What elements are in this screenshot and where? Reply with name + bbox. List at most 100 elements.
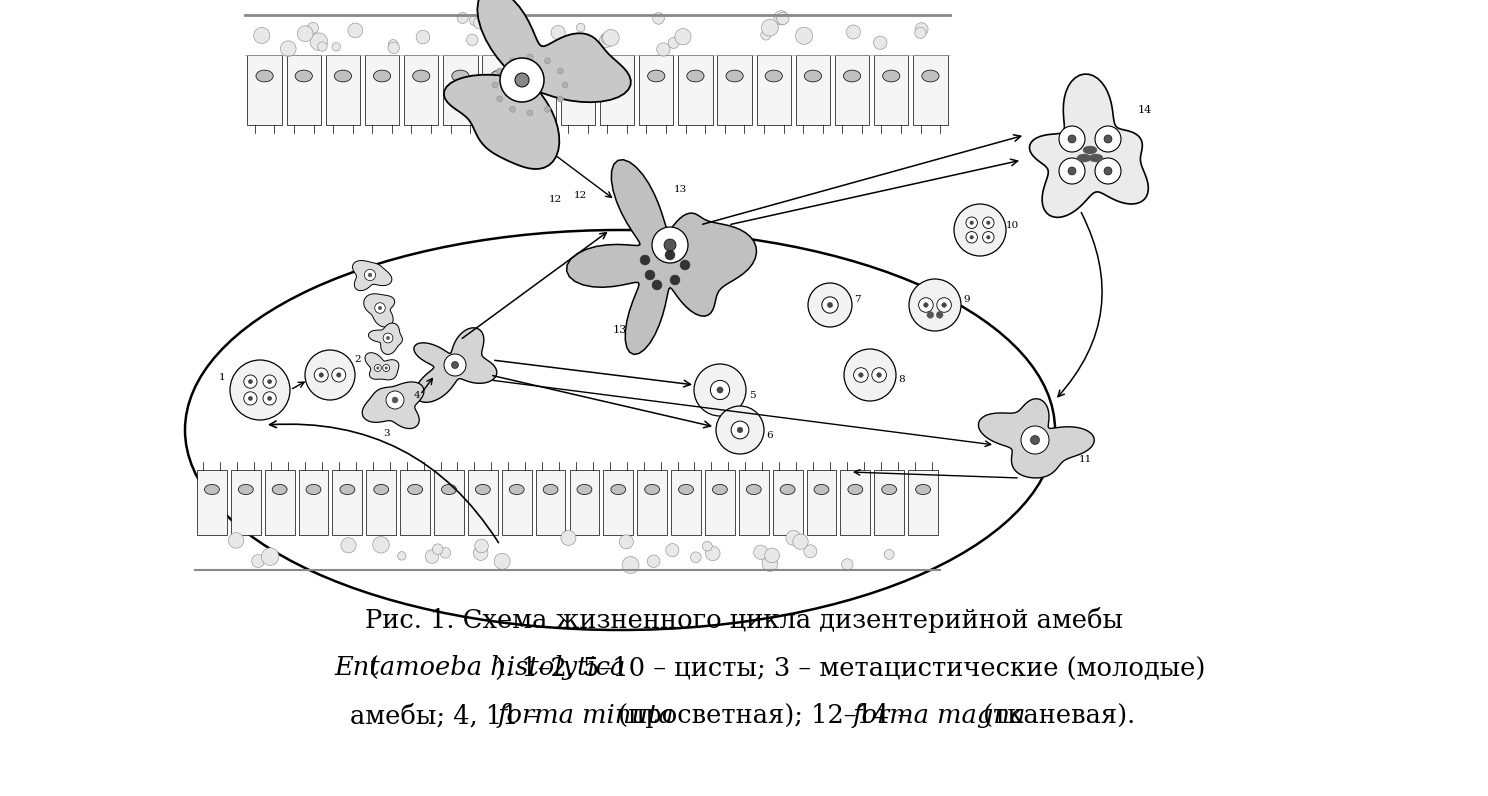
- Bar: [756, 55, 792, 125]
- Text: амебы; 4, 11 –: амебы; 4, 11 –: [350, 704, 548, 728]
- Ellipse shape: [762, 556, 778, 572]
- Ellipse shape: [966, 232, 978, 243]
- Text: 8: 8: [899, 376, 905, 384]
- Ellipse shape: [873, 36, 887, 49]
- Ellipse shape: [676, 29, 690, 45]
- Ellipse shape: [268, 396, 272, 400]
- Ellipse shape: [859, 373, 863, 377]
- Ellipse shape: [248, 396, 253, 400]
- Bar: [265, 470, 295, 535]
- Polygon shape: [979, 399, 1094, 478]
- Ellipse shape: [251, 555, 265, 568]
- Bar: [679, 55, 713, 125]
- Ellipse shape: [348, 23, 363, 38]
- Ellipse shape: [777, 12, 789, 25]
- Ellipse shape: [280, 41, 296, 57]
- Bar: [501, 470, 531, 535]
- Bar: [536, 470, 565, 535]
- Bar: [365, 55, 399, 125]
- Ellipse shape: [670, 275, 680, 285]
- Ellipse shape: [848, 485, 863, 494]
- Text: 1: 1: [219, 373, 225, 383]
- Ellipse shape: [307, 485, 321, 494]
- Ellipse shape: [375, 302, 385, 314]
- Ellipse shape: [765, 548, 780, 563]
- Polygon shape: [363, 294, 394, 327]
- Text: (просветная); 12–14 –: (просветная); 12–14 –: [610, 704, 918, 728]
- Bar: [405, 55, 439, 125]
- Bar: [806, 470, 836, 535]
- Ellipse shape: [854, 368, 868, 382]
- Ellipse shape: [726, 70, 743, 82]
- Ellipse shape: [373, 70, 391, 82]
- Bar: [671, 470, 701, 535]
- Ellipse shape: [942, 302, 946, 307]
- Ellipse shape: [263, 375, 277, 388]
- Ellipse shape: [332, 368, 345, 382]
- Ellipse shape: [562, 82, 568, 88]
- Ellipse shape: [387, 337, 390, 340]
- Ellipse shape: [1095, 126, 1120, 152]
- Ellipse shape: [339, 485, 354, 494]
- Ellipse shape: [603, 29, 619, 46]
- Ellipse shape: [844, 349, 896, 401]
- Ellipse shape: [652, 280, 662, 290]
- Ellipse shape: [388, 42, 399, 53]
- Ellipse shape: [609, 70, 625, 82]
- Text: (: (: [369, 655, 379, 681]
- Ellipse shape: [1068, 167, 1076, 175]
- Ellipse shape: [668, 37, 679, 49]
- Polygon shape: [365, 353, 399, 380]
- Ellipse shape: [970, 236, 973, 239]
- Bar: [443, 55, 478, 125]
- Bar: [332, 470, 362, 535]
- Ellipse shape: [601, 33, 612, 44]
- Ellipse shape: [982, 232, 994, 243]
- Bar: [841, 470, 870, 535]
- Ellipse shape: [987, 221, 990, 224]
- Ellipse shape: [1031, 435, 1040, 444]
- Ellipse shape: [774, 10, 789, 25]
- Ellipse shape: [827, 302, 833, 307]
- Bar: [196, 470, 226, 535]
- Bar: [570, 470, 600, 535]
- Ellipse shape: [305, 350, 356, 400]
- Text: 12: 12: [573, 190, 586, 200]
- Ellipse shape: [576, 23, 585, 32]
- Ellipse shape: [921, 70, 939, 82]
- Ellipse shape: [558, 68, 564, 74]
- Ellipse shape: [388, 40, 397, 49]
- Ellipse shape: [509, 58, 515, 64]
- Ellipse shape: [376, 367, 379, 369]
- Text: 13: 13: [613, 325, 626, 335]
- Ellipse shape: [527, 110, 533, 116]
- Text: forma magna: forma magna: [853, 704, 1025, 728]
- Ellipse shape: [545, 58, 551, 64]
- Ellipse shape: [842, 559, 853, 570]
- Bar: [482, 55, 516, 125]
- Ellipse shape: [491, 70, 509, 82]
- Ellipse shape: [821, 297, 838, 313]
- Ellipse shape: [231, 360, 290, 420]
- Ellipse shape: [915, 485, 930, 494]
- Ellipse shape: [600, 33, 613, 48]
- Ellipse shape: [475, 485, 490, 494]
- Ellipse shape: [693, 364, 745, 416]
- Ellipse shape: [318, 373, 323, 377]
- Ellipse shape: [731, 421, 748, 439]
- Ellipse shape: [375, 365, 381, 372]
- Ellipse shape: [558, 96, 564, 102]
- Ellipse shape: [780, 485, 795, 494]
- Polygon shape: [443, 0, 631, 169]
- Ellipse shape: [982, 217, 994, 228]
- Ellipse shape: [1083, 146, 1097, 154]
- Ellipse shape: [653, 13, 664, 24]
- Ellipse shape: [644, 485, 659, 494]
- Ellipse shape: [665, 544, 679, 556]
- Ellipse shape: [753, 545, 768, 560]
- Ellipse shape: [760, 29, 771, 40]
- Ellipse shape: [497, 96, 503, 102]
- Bar: [467, 470, 498, 535]
- Ellipse shape: [664, 239, 676, 251]
- Ellipse shape: [705, 546, 720, 560]
